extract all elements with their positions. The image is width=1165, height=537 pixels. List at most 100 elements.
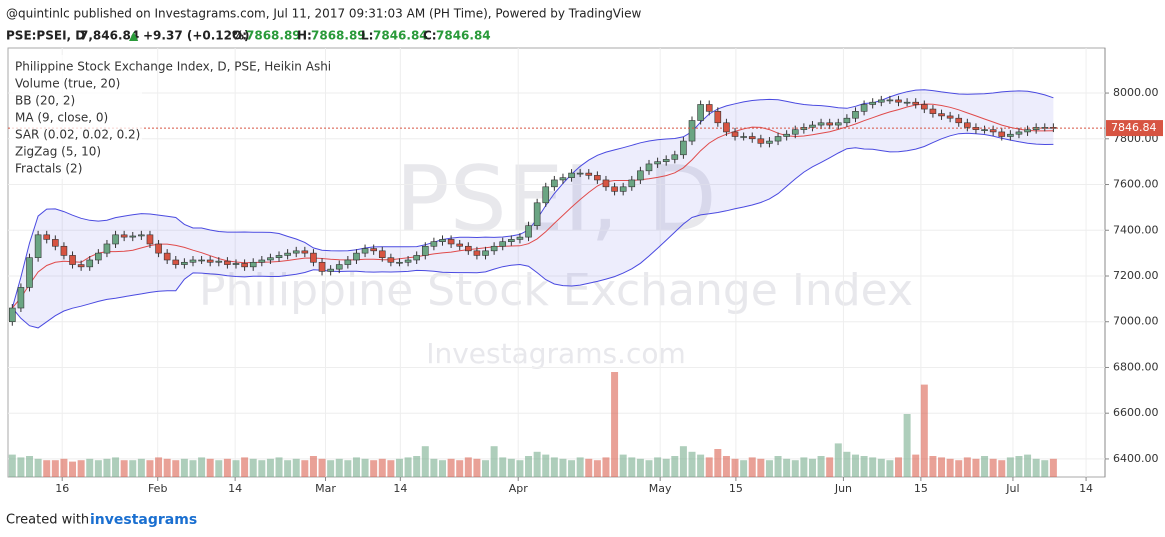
candle-body	[585, 172, 593, 176]
candle-body	[43, 234, 51, 240]
volume-bar	[542, 454, 550, 477]
volume-bar	[438, 460, 446, 477]
bb-fill	[12, 89, 1054, 328]
candle-body	[241, 263, 248, 268]
volume-bar	[938, 457, 946, 477]
y-tick-label: 7000.00	[1113, 315, 1159, 328]
candle-body	[654, 161, 661, 165]
volume-bar	[791, 460, 799, 477]
volume-bar	[748, 457, 756, 477]
change: +9.37 (+0.12%)	[143, 29, 250, 43]
candle-body	[955, 117, 963, 124]
volume-bar	[593, 460, 601, 477]
candle-body	[998, 131, 1006, 137]
volume-bar	[895, 457, 903, 477]
volume-bar	[413, 456, 421, 477]
volume-bar	[232, 460, 240, 477]
candle-body	[989, 129, 997, 133]
candle-body	[628, 179, 636, 188]
candle-body	[387, 257, 395, 263]
volume-bar	[1015, 456, 1023, 477]
volume-bar	[645, 460, 653, 477]
candle-body	[447, 239, 455, 245]
l-value: 7846.84	[373, 29, 428, 43]
candle-body	[172, 259, 180, 265]
candle-body	[181, 261, 188, 265]
volume-bar	[963, 457, 971, 477]
volume-bar	[189, 460, 197, 477]
candle-body	[525, 225, 532, 238]
candle-body	[499, 241, 507, 247]
candle-body	[645, 163, 653, 172]
volume-bar	[843, 451, 851, 477]
volume-bar	[344, 460, 352, 477]
volume-bar	[473, 458, 481, 477]
candle-body	[886, 99, 894, 102]
candle-body	[662, 159, 670, 162]
volume-bar	[585, 458, 593, 477]
candle-body	[791, 129, 799, 135]
candle-body	[903, 101, 911, 104]
candle-body	[120, 234, 128, 238]
legend-entry: Fractals (2)	[15, 162, 82, 176]
candle-body	[774, 136, 782, 142]
volume-bar	[172, 460, 180, 477]
volume-bar	[8, 454, 16, 477]
candle-body	[490, 245, 498, 252]
volume-bar	[981, 456, 989, 477]
volume-bar	[215, 460, 223, 477]
candle-body	[912, 101, 920, 105]
candle-body	[112, 234, 119, 245]
candle-body	[826, 122, 833, 126]
candle-body	[344, 259, 352, 265]
x-tick-label: 16	[55, 482, 69, 495]
volume-bar	[26, 456, 34, 477]
candle-body	[413, 255, 420, 261]
volume-bar	[671, 456, 679, 477]
volume-bar	[903, 414, 911, 477]
volume-bar	[1041, 460, 1049, 477]
candle-body	[249, 261, 257, 268]
legend-entry: Volume (true, 20)	[15, 77, 120, 91]
last-price-label: 7846.84	[1111, 121, 1157, 134]
candle-body	[26, 257, 33, 288]
candle-body	[981, 129, 988, 131]
candle-body	[77, 264, 85, 268]
volume-bar	[869, 457, 877, 477]
candle-body	[688, 120, 696, 142]
candle-body	[163, 252, 171, 261]
volume-bar	[361, 458, 369, 477]
x-tick-label: 15	[914, 482, 928, 495]
candle-body	[740, 136, 747, 138]
volume-bar	[714, 449, 722, 477]
volume-bar	[241, 457, 249, 477]
volume-bar	[1006, 457, 1014, 477]
volume-bar	[284, 460, 292, 477]
l-label: L:	[361, 29, 373, 43]
x-tick-label: Jun	[834, 482, 852, 495]
candle-body	[335, 264, 343, 270]
volume-bar	[576, 457, 584, 477]
candle-body	[783, 133, 790, 137]
candle-body	[671, 154, 679, 160]
h-value: 7868.89	[311, 29, 366, 43]
candle-body	[198, 259, 205, 262]
candle-body	[353, 252, 360, 261]
volume-bar	[826, 457, 834, 477]
candle-body	[1024, 129, 1031, 133]
volume-bar	[636, 458, 644, 477]
y-tick-label: 6400.00	[1113, 452, 1159, 465]
volume-bar	[103, 458, 111, 477]
candle-body	[327, 268, 334, 272]
candle-body	[224, 260, 231, 265]
volume-bar	[731, 458, 739, 477]
volume-bar	[421, 446, 429, 477]
candle-body	[482, 250, 489, 256]
candle-body	[568, 172, 575, 178]
candle-body	[602, 179, 610, 188]
candle-body	[370, 248, 377, 252]
volume-bar	[525, 456, 533, 477]
volume-bar	[258, 460, 266, 477]
footer-created: Created with	[6, 513, 89, 528]
volume-bar	[619, 454, 627, 477]
